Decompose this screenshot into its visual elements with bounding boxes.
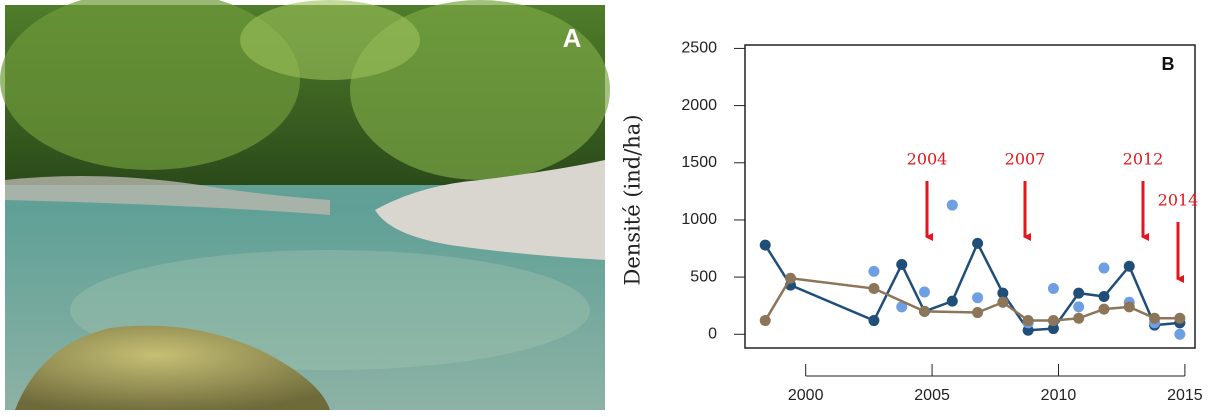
x-tick-label: 2000 — [788, 387, 824, 404]
y-axis-label: Densité (ind/ha) — [621, 114, 645, 285]
point — [1047, 283, 1059, 295]
x-tick-label: 2005 — [914, 387, 950, 404]
point — [868, 283, 880, 295]
x-tick-label: 2015 — [1167, 387, 1203, 404]
point — [1174, 328, 1186, 340]
point — [868, 265, 880, 277]
panel-label: B — [1162, 54, 1175, 74]
point — [896, 259, 908, 271]
y-tick-label: 1000 — [681, 211, 717, 228]
photo-foliage — [240, 0, 420, 80]
y-tick-label: 0 — [708, 325, 717, 342]
point — [1073, 312, 1085, 324]
plot-frame — [744, 44, 1196, 349]
photo-boulder — [15, 325, 330, 410]
point — [1123, 301, 1135, 313]
x-tick-label: 2010 — [1041, 387, 1077, 404]
point — [946, 295, 958, 307]
point — [759, 315, 771, 327]
photo-foliage — [0, 0, 300, 170]
point — [1047, 315, 1059, 327]
annotation: 2007 — [1005, 150, 1046, 169]
point — [1174, 312, 1186, 324]
point — [1073, 287, 1085, 299]
y-tick-label: 1500 — [681, 154, 717, 171]
photo-bank — [5, 176, 330, 215]
point — [868, 315, 880, 327]
point — [1098, 291, 1110, 303]
point — [918, 286, 930, 298]
point — [1098, 303, 1110, 315]
point — [1123, 260, 1135, 272]
photo: A — [0, 0, 610, 410]
point — [1073, 301, 1085, 313]
point — [1022, 315, 1034, 327]
point — [1149, 312, 1161, 324]
point — [785, 272, 797, 284]
y-tick-label: 2000 — [681, 97, 717, 114]
series-line — [764, 240, 1180, 332]
point — [1098, 262, 1110, 274]
point — [759, 239, 771, 251]
point — [997, 287, 1009, 299]
point — [972, 292, 984, 304]
point — [972, 307, 984, 319]
y-tick-label: 2500 — [681, 40, 717, 57]
point — [997, 296, 1009, 308]
point — [1047, 323, 1059, 335]
point — [946, 199, 958, 211]
point — [972, 237, 984, 249]
y-tick-label: 500 — [690, 268, 717, 285]
point — [918, 305, 930, 317]
panel-label: A — [563, 23, 582, 53]
photo-rocks — [375, 160, 605, 260]
annotation: 2012 — [1123, 150, 1164, 169]
annotation: 2004 — [907, 150, 948, 169]
point — [896, 301, 908, 313]
annotation: 2014 — [1158, 191, 1199, 210]
